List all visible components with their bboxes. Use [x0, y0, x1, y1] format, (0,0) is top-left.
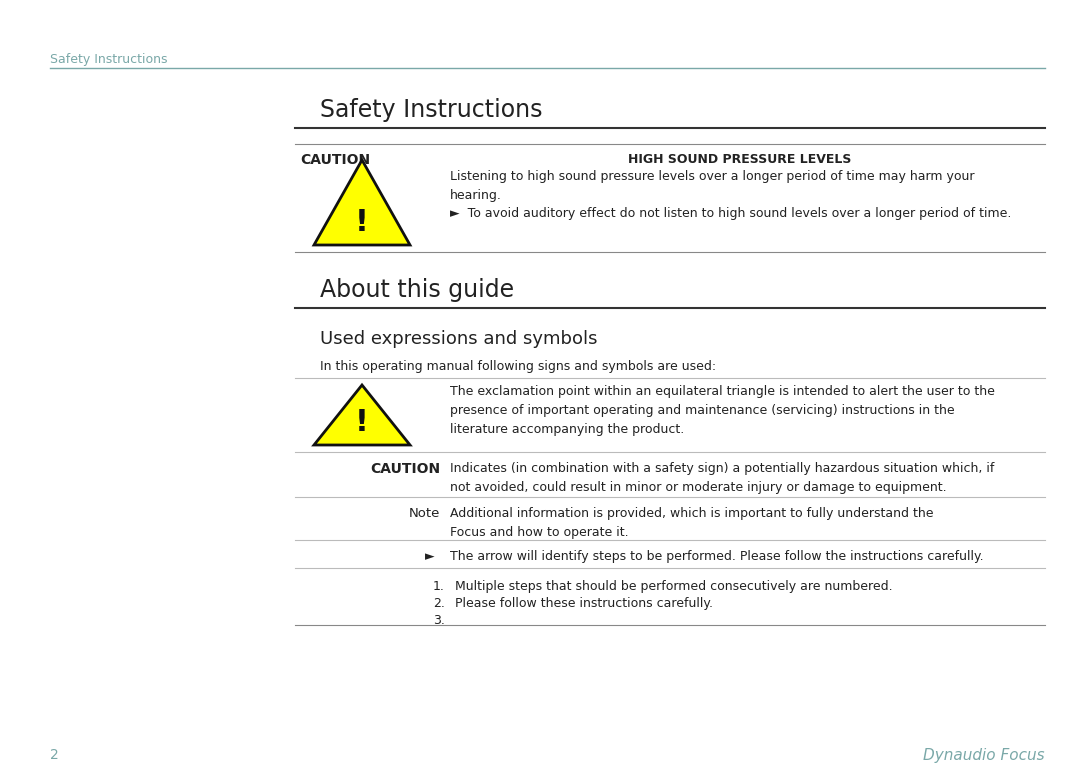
Polygon shape [314, 385, 410, 445]
Text: Listening to high sound pressure levels over a longer period of time may harm yo: Listening to high sound pressure levels … [450, 170, 974, 202]
Text: In this operating manual following signs and symbols are used:: In this operating manual following signs… [320, 360, 716, 373]
Text: Multiple steps that should be performed consecutively are numbered.: Multiple steps that should be performed … [455, 580, 893, 593]
Text: 2: 2 [50, 748, 58, 762]
Text: 1.: 1. [433, 580, 445, 593]
Polygon shape [314, 160, 410, 245]
Text: Note: Note [408, 507, 440, 520]
Text: HIGH SOUND PRESSURE LEVELS: HIGH SOUND PRESSURE LEVELS [629, 153, 852, 166]
Text: ►: ► [426, 550, 435, 563]
Text: About this guide: About this guide [320, 278, 514, 302]
Text: Please follow these instructions carefully.: Please follow these instructions careful… [455, 597, 713, 610]
Text: Used expressions and symbols: Used expressions and symbols [320, 330, 597, 348]
Text: 3.: 3. [433, 614, 445, 627]
Text: CAUTION: CAUTION [300, 153, 370, 167]
Text: Dynaudio Focus: Dynaudio Focus [923, 748, 1045, 763]
Text: Additional information is provided, which is important to fully understand the
F: Additional information is provided, whic… [450, 507, 933, 539]
Text: Indicates (in combination with a safety sign) a potentially hazardous situation : Indicates (in combination with a safety … [450, 462, 995, 494]
Text: The exclamation point within an equilateral triangle is intended to alert the us: The exclamation point within an equilate… [450, 385, 995, 436]
Text: The arrow will identify steps to be performed. Please follow the instructions ca: The arrow will identify steps to be perf… [450, 550, 984, 563]
Text: 2.: 2. [433, 597, 445, 610]
Text: !: ! [355, 408, 369, 437]
Text: ►  To avoid auditory effect do not listen to high sound levels over a longer per: ► To avoid auditory effect do not listen… [450, 207, 1011, 220]
Text: Safety Instructions: Safety Instructions [50, 53, 167, 66]
Text: Safety Instructions: Safety Instructions [320, 98, 542, 122]
Text: CAUTION: CAUTION [369, 462, 440, 476]
Text: !: ! [355, 208, 369, 237]
